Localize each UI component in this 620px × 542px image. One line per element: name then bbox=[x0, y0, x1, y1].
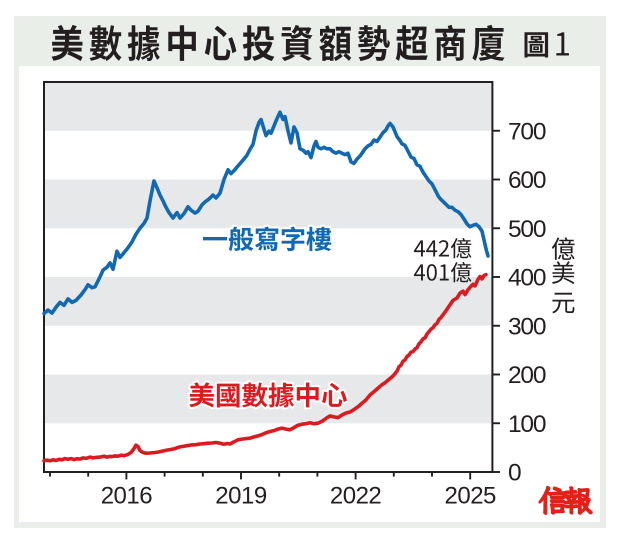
svg-text:2016: 2016 bbox=[101, 483, 153, 510]
svg-text:100: 100 bbox=[508, 411, 546, 438]
svg-text:400: 400 bbox=[508, 265, 546, 292]
svg-text:2019: 2019 bbox=[215, 483, 267, 510]
svg-text:2025: 2025 bbox=[445, 483, 497, 510]
svg-text:700: 700 bbox=[508, 118, 546, 145]
svg-text:200: 200 bbox=[508, 362, 546, 389]
svg-text:2022: 2022 bbox=[330, 483, 382, 510]
svg-text:300: 300 bbox=[508, 313, 546, 340]
svg-text:500: 500 bbox=[508, 216, 546, 243]
svg-text:0: 0 bbox=[508, 460, 521, 487]
svg-text:600: 600 bbox=[508, 167, 546, 194]
